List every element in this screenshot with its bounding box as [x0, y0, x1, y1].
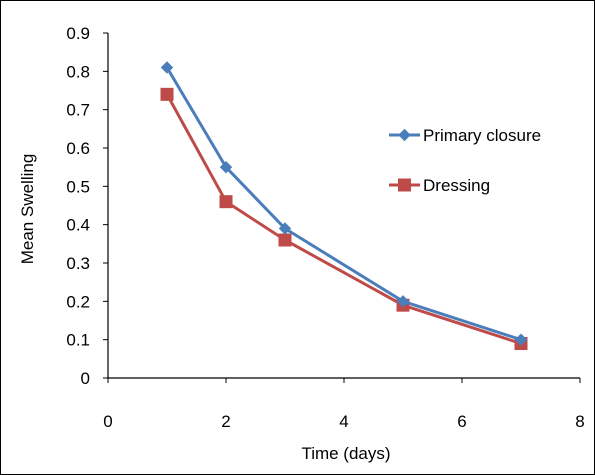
y-tick-label: 0.9 [66, 24, 90, 43]
x-tick-label: 0 [103, 412, 112, 431]
data-point [278, 233, 292, 247]
y-tick-label: 0.4 [66, 216, 90, 235]
series-2 [160, 87, 528, 350]
y-tick-label: 0.1 [66, 331, 90, 350]
x-tick-label: 6 [457, 412, 466, 431]
data-point [398, 128, 411, 142]
legend-label: Dressing [423, 176, 490, 195]
series-layer [160, 61, 528, 350]
y-axis-ticks: 0 0.1 0.2 0.3 0.4 0.5 0.6 0.7 0.8 0.9 [66, 24, 108, 388]
y-tick-label: 0.5 [66, 177, 90, 196]
data-point [514, 333, 528, 346]
y-tick-label: 0.8 [66, 62, 90, 81]
x-axis-title: Time (days) [301, 444, 390, 463]
data-point [398, 178, 411, 192]
x-tick-label: 2 [221, 412, 230, 431]
data-point [160, 61, 174, 74]
data-point [278, 222, 292, 235]
y-tick-label: 0.2 [66, 292, 90, 311]
axes [107, 33, 580, 379]
data-point [219, 195, 233, 209]
data-point [219, 160, 233, 174]
legend-entry: Primary closure [389, 126, 541, 145]
series-1 [160, 61, 528, 346]
legend-entry: Dressing [389, 176, 490, 195]
y-tick-label: 0.6 [66, 139, 90, 158]
y-tick-label: 0.7 [66, 101, 90, 120]
x-tick-label: 8 [575, 412, 584, 431]
y-tick-label: 0.3 [66, 254, 90, 273]
data-point [396, 295, 410, 308]
x-axis-ticks: 0 2 4 6 8 [103, 378, 585, 431]
data-point [160, 87, 174, 101]
legend: Primary closure Dressing [389, 126, 541, 195]
y-axis-title: Mean Swelling [18, 154, 37, 265]
legend-label: Primary closure [423, 126, 541, 145]
y-tick-label: 0 [81, 369, 90, 388]
x-tick-label: 4 [339, 412, 348, 431]
